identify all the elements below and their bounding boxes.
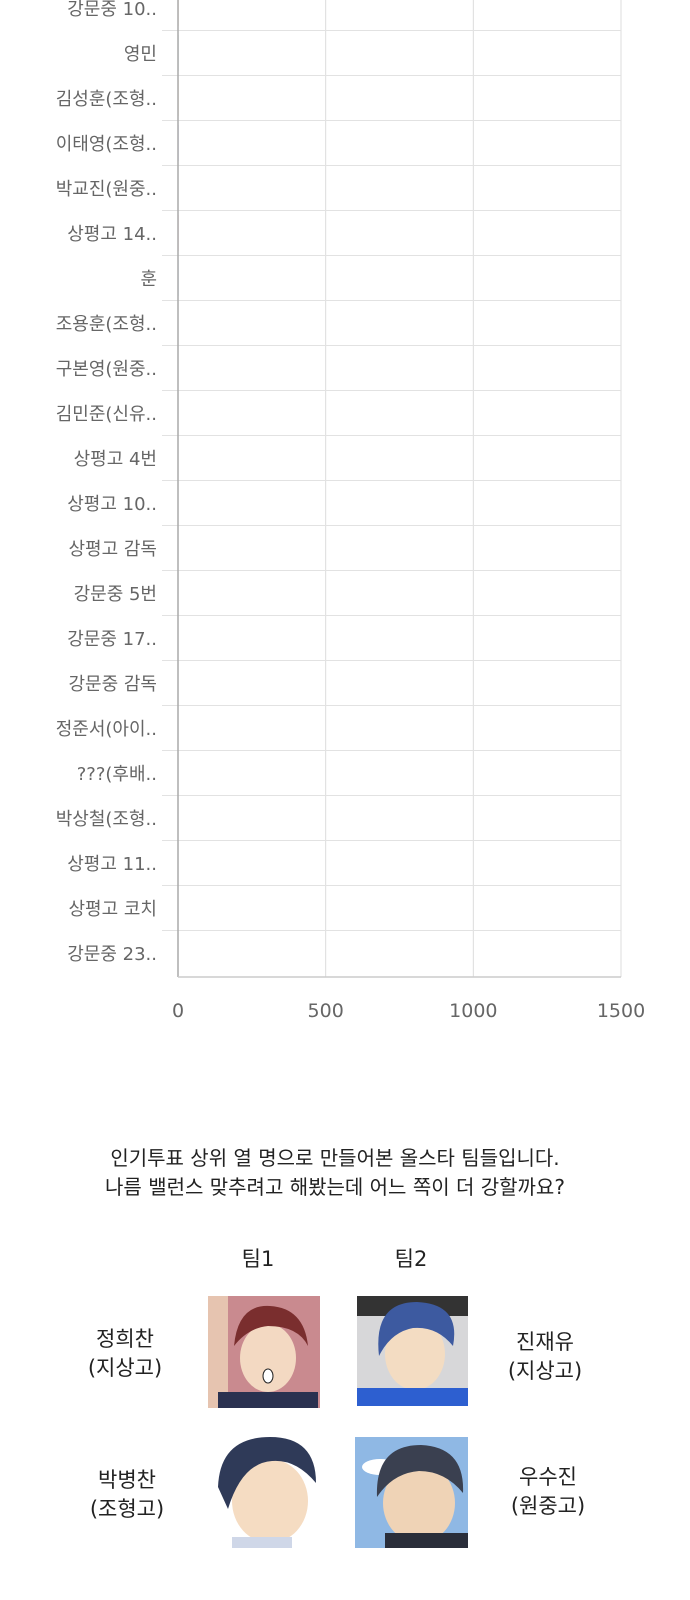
player-school: (지상고): [87, 1356, 163, 1380]
y-category-label: 상평고 4번: [74, 449, 157, 470]
y-category-label: 상평고 감독: [68, 539, 157, 560]
x-tick-label: 500: [308, 1000, 344, 1022]
player-school: (지상고): [507, 1359, 583, 1383]
y-category-label: 상평고 코치: [68, 899, 157, 920]
y-category-label: 김민준(신유..: [56, 404, 157, 425]
player-school: (원중고): [510, 1494, 586, 1518]
caption-line-2: 나름 밸런스 맞추려고 해봤는데 어느 쪽이 더 강할까요?: [105, 1175, 565, 1199]
x-tick-label: 1000: [449, 1000, 497, 1022]
portrait-park-byeongchan: [212, 1437, 320, 1548]
y-category-label: 박상철(조형..: [56, 809, 157, 830]
y-category-label: 훈: [140, 269, 157, 290]
y-category-label: 조용훈(조형..: [56, 314, 157, 335]
y-category-label: 상평고 11..: [67, 854, 157, 875]
player-name-jin-jaeyu: 진재유 (지상고): [485, 1328, 605, 1386]
player-name: 우수진: [519, 1465, 577, 1489]
player-name: 정희찬: [96, 1327, 154, 1351]
y-category-label: 김성훈(조형..: [56, 89, 157, 110]
x-tick-label: 0: [172, 1000, 184, 1022]
y-category-label: 박교진(원중..: [56, 179, 157, 200]
y-category-label: 강문중 감독: [68, 674, 157, 695]
y-category-label: 이태영(조형..: [56, 134, 157, 155]
y-category-label: 구본영(원중..: [56, 359, 157, 380]
portrait-jeong-huichan: [208, 1296, 320, 1408]
team2-label: 팀2: [394, 1247, 428, 1271]
y-category-label: 상평고 14..: [67, 224, 157, 245]
player-name-woo-sujin: 우수진 (원중고): [488, 1463, 608, 1521]
player-name-park-byeongchan: 박병찬 (조형고): [67, 1466, 187, 1524]
character-illustration: [357, 1296, 468, 1406]
caption-line-1: 인기투표 상위 열 명으로 만들어본 올스타 팀들입니다.: [110, 1146, 560, 1170]
y-category-label: 영민: [124, 44, 157, 65]
player-name: 진재유: [516, 1330, 574, 1354]
portrait-jin-jaeyu: [357, 1296, 468, 1406]
character-illustration: [218, 1437, 316, 1548]
y-category-label: 정준서(아이..: [56, 719, 157, 740]
x-tick-label: 1500: [597, 1000, 645, 1022]
y-category-label: 강문중 10..: [67, 0, 157, 20]
player-name: 박병찬: [98, 1468, 156, 1492]
portrait-woo-sujin: [355, 1437, 468, 1548]
y-category-label: ???(후배..: [77, 764, 157, 785]
y-category-label: 강문중 5번: [74, 584, 157, 605]
y-category-label: 강문중 17..: [67, 629, 157, 650]
y-category-label: 상평고 10..: [67, 494, 157, 515]
player-school: (조형고): [89, 1497, 165, 1521]
team1-label: 팀1: [241, 1247, 275, 1271]
player-name-jeong-huichan: 정희찬 (지상고): [65, 1325, 185, 1383]
character-illustration: [208, 1296, 318, 1408]
character-illustration: [362, 1445, 468, 1548]
y-category-label: 강문중 23..: [67, 944, 157, 965]
